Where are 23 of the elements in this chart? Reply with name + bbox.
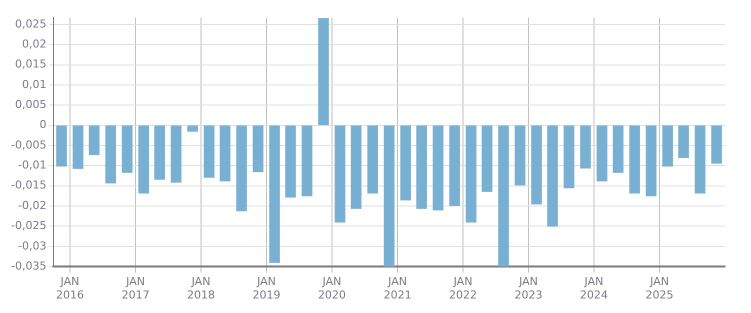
y-tick-label: 0,02 <box>22 38 46 50</box>
x-tick-label: JAN 2022 <box>449 275 478 302</box>
x-tick-label: JAN 2018 <box>187 275 216 302</box>
y-tick-label: 0 <box>39 118 46 132</box>
y-tick-label: 0,005 <box>14 98 46 112</box>
x-tick-label: JAN 2023 <box>514 275 542 302</box>
y-tick-label: -0,025 <box>10 219 46 232</box>
x-tick-label: JAN 2016 <box>56 275 84 302</box>
y-tick-label: -0,015 <box>10 178 46 192</box>
x-tick-label: JAN 2024 <box>580 275 608 302</box>
y-tick-label: 0,025 <box>14 17 46 30</box>
y-tick-label: 0,015 <box>14 58 46 71</box>
x-tick-label: JAN 2019 <box>252 275 280 302</box>
y-tick-label: -0,02 <box>18 198 46 212</box>
x-tick-label: JAN 2025 <box>646 275 674 302</box>
y-tick-label: 0,01 <box>22 78 46 91</box>
y-tick-label: -0,005 <box>10 138 46 152</box>
y-tick-label: -0,035 <box>10 259 46 272</box>
x-tick-label: JAN 2017 <box>122 275 150 302</box>
y-tick-label: -0,03 <box>18 239 46 252</box>
x-tick-label: JAN 2021 <box>384 275 412 302</box>
y-tick-label: -0,01 <box>18 158 46 172</box>
x-tick-label: JAN 2020 <box>318 275 346 302</box>
